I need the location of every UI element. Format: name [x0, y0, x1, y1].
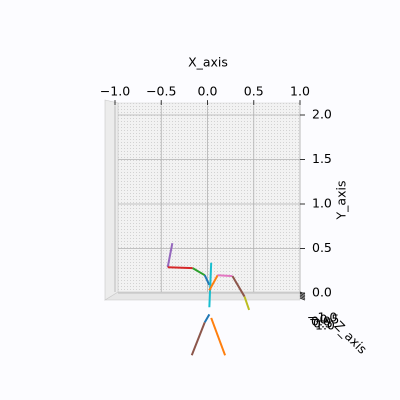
- x-tick-label: −0.5: [146, 84, 176, 99]
- skeleton-segment: [190, 322, 206, 356]
- skeleton-segment: [217, 274, 233, 278]
- x-tick-label: 1.0: [290, 84, 310, 99]
- y-tick-label: 1.5: [312, 151, 332, 166]
- z-tick-label: −0.5: [309, 312, 339, 327]
- y-tick-label: 0.5: [312, 240, 332, 255]
- skeleton-segment: [203, 274, 211, 286]
- skeleton-segment: [231, 275, 246, 298]
- y-axis-label: Y_axis: [334, 181, 349, 221]
- z-tick-label: 0.5: [313, 316, 333, 331]
- z-tick: [299, 291, 306, 295]
- z-tick: [299, 293, 306, 296]
- skeleton-segment: [208, 274, 219, 291]
- skeleton-segment: [208, 262, 213, 308]
- skeleton-segment: [166, 242, 174, 268]
- skeleton-segment: [192, 267, 206, 277]
- z-tick-label: 1.0: [315, 318, 335, 333]
- z-tick-label: −1.0: [307, 310, 337, 325]
- back-pane: [117, 102, 301, 293]
- x-axis-label: X_axis: [188, 55, 228, 70]
- panes: [103, 99, 301, 301]
- y-tick-label: 0.0: [312, 285, 332, 300]
- y-tick-label: 1.0: [312, 196, 332, 211]
- x-tick-label: 0.5: [244, 84, 264, 99]
- z-tick-label: 0.0: [311, 314, 331, 329]
- skeleton-segment: [243, 296, 251, 311]
- skeleton-segment: [167, 266, 193, 270]
- skeleton-segment: [203, 313, 211, 323]
- x-tick-label: −1.0: [100, 84, 130, 99]
- side-pane: [104, 99, 119, 301]
- z-tick: [299, 296, 306, 299]
- x-tick-label: 0.0: [198, 84, 218, 99]
- y-tick-label: 2.0: [312, 107, 332, 122]
- z-tick: [299, 294, 306, 298]
- z-tick: [299, 297, 306, 301]
- skeleton-segment: [210, 317, 227, 356]
